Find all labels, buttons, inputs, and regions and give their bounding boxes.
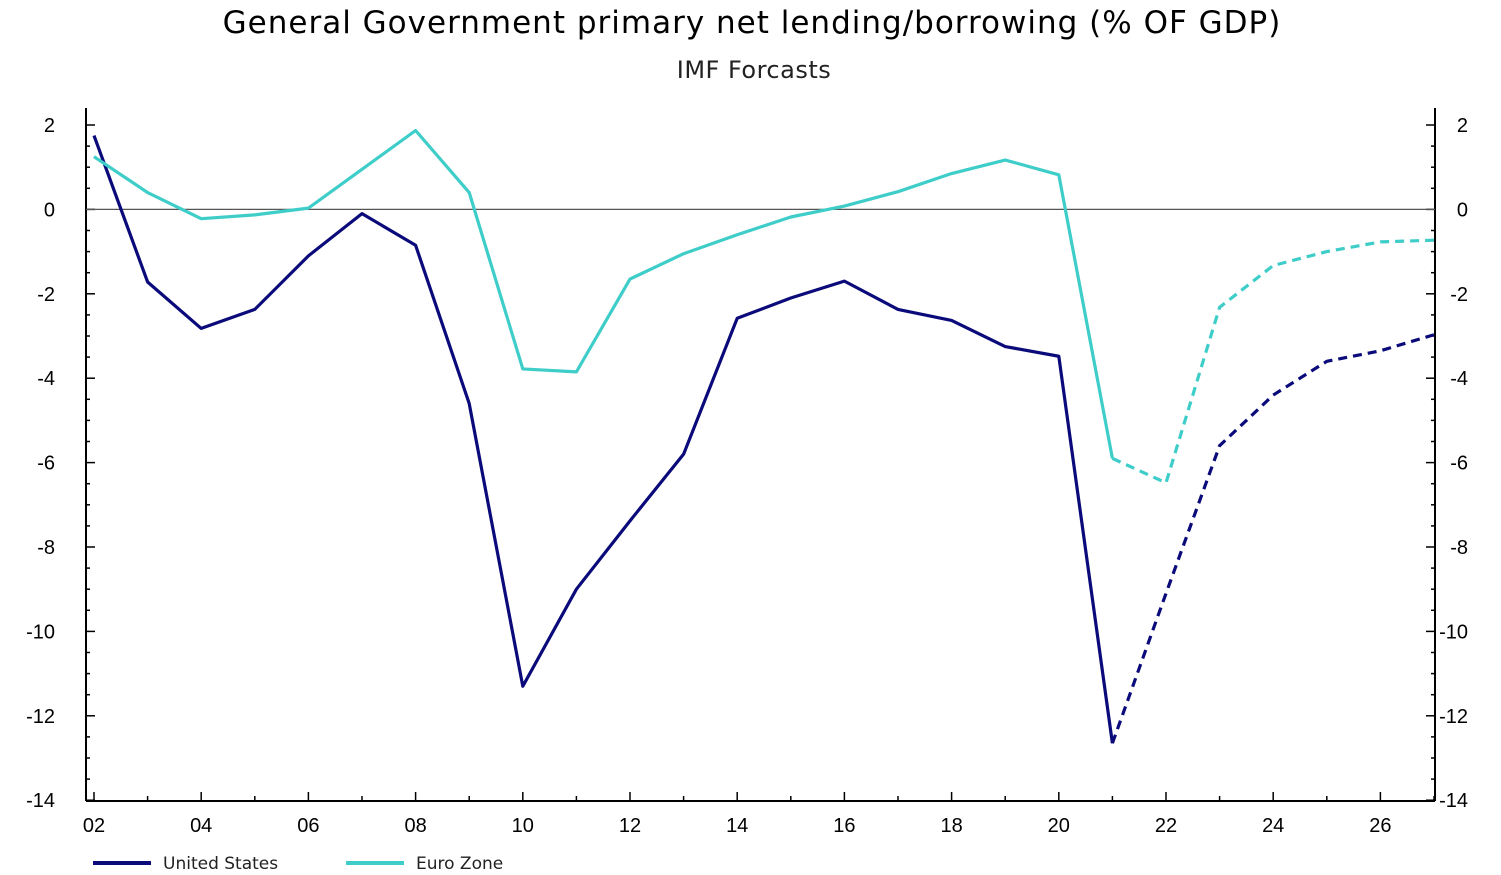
y-tick-label-right: 2	[1457, 115, 1468, 137]
y-tick-label-right: -10	[1439, 621, 1468, 643]
legend: United States Euro Zone	[93, 854, 503, 874]
series-forecast-line-united-states	[1110, 333, 1435, 744]
y-tick-label-right: -14	[1439, 790, 1468, 812]
x-tick-labels: 02 04 06 08 10 12 14 16 18 20 22 24 26	[83, 815, 1392, 837]
y-tick-label-left: -2	[37, 284, 55, 306]
axes	[85, 108, 1436, 802]
chart-subtitle: IMF Forcasts	[677, 56, 832, 84]
y-tick-label-left: -6	[37, 453, 55, 475]
series-line-united-states	[92, 135, 1114, 744]
series-group	[92, 128, 1435, 744]
x-tick-label: 14	[726, 815, 748, 837]
x-tick-label: 26	[1369, 815, 1391, 837]
y-tick-label-left: 0	[44, 199, 55, 221]
y-tick-label-right: -2	[1450, 284, 1468, 306]
legend-label-euro-zone: Euro Zone	[416, 854, 503, 874]
x-tick-label: 06	[297, 815, 319, 837]
y-tick-label-right: -4	[1450, 368, 1468, 390]
y-tick-label-right: 0	[1457, 199, 1468, 221]
y-tick-label-left: -10	[26, 621, 55, 643]
series-forecast-line-euro-zone	[1111, 238, 1435, 485]
x-tick-label: 12	[619, 815, 641, 837]
x-tick-label: 08	[404, 815, 426, 837]
legend-label-united-states: United States	[163, 854, 278, 874]
y-tick-labels-right: 2 0 -2 -4 -6 -8 -10 -12 -14	[1439, 115, 1468, 812]
y-tick-label-left: -4	[37, 368, 55, 390]
x-tick-label: 02	[83, 815, 105, 837]
y-tick-label-left: 2	[44, 115, 55, 137]
y-tick-label-right: -12	[1439, 706, 1468, 728]
series-line-euro-zone	[93, 128, 1114, 459]
x-tick-label: 22	[1155, 815, 1177, 837]
y-tick-labels-left: 2 0 -2 -4 -6 -8 -10 -12 -14	[26, 115, 55, 812]
x-tick-label: 18	[940, 815, 962, 837]
x-tick-label: 20	[1048, 815, 1070, 837]
y-tick-label-left: -12	[26, 706, 55, 728]
y-tick-label-left: -8	[37, 537, 55, 559]
chart-title: General Government primary net lending/b…	[223, 5, 1282, 41]
x-tick-label: 10	[512, 815, 534, 837]
x-tick-label: 04	[190, 815, 212, 837]
y-tick-label-right: -6	[1450, 453, 1468, 475]
y-tick-label-left: -14	[26, 790, 55, 812]
y-tick-label-right: -8	[1450, 537, 1468, 559]
x-tick-label: 24	[1262, 815, 1284, 837]
x-tick-label: 16	[833, 815, 855, 837]
